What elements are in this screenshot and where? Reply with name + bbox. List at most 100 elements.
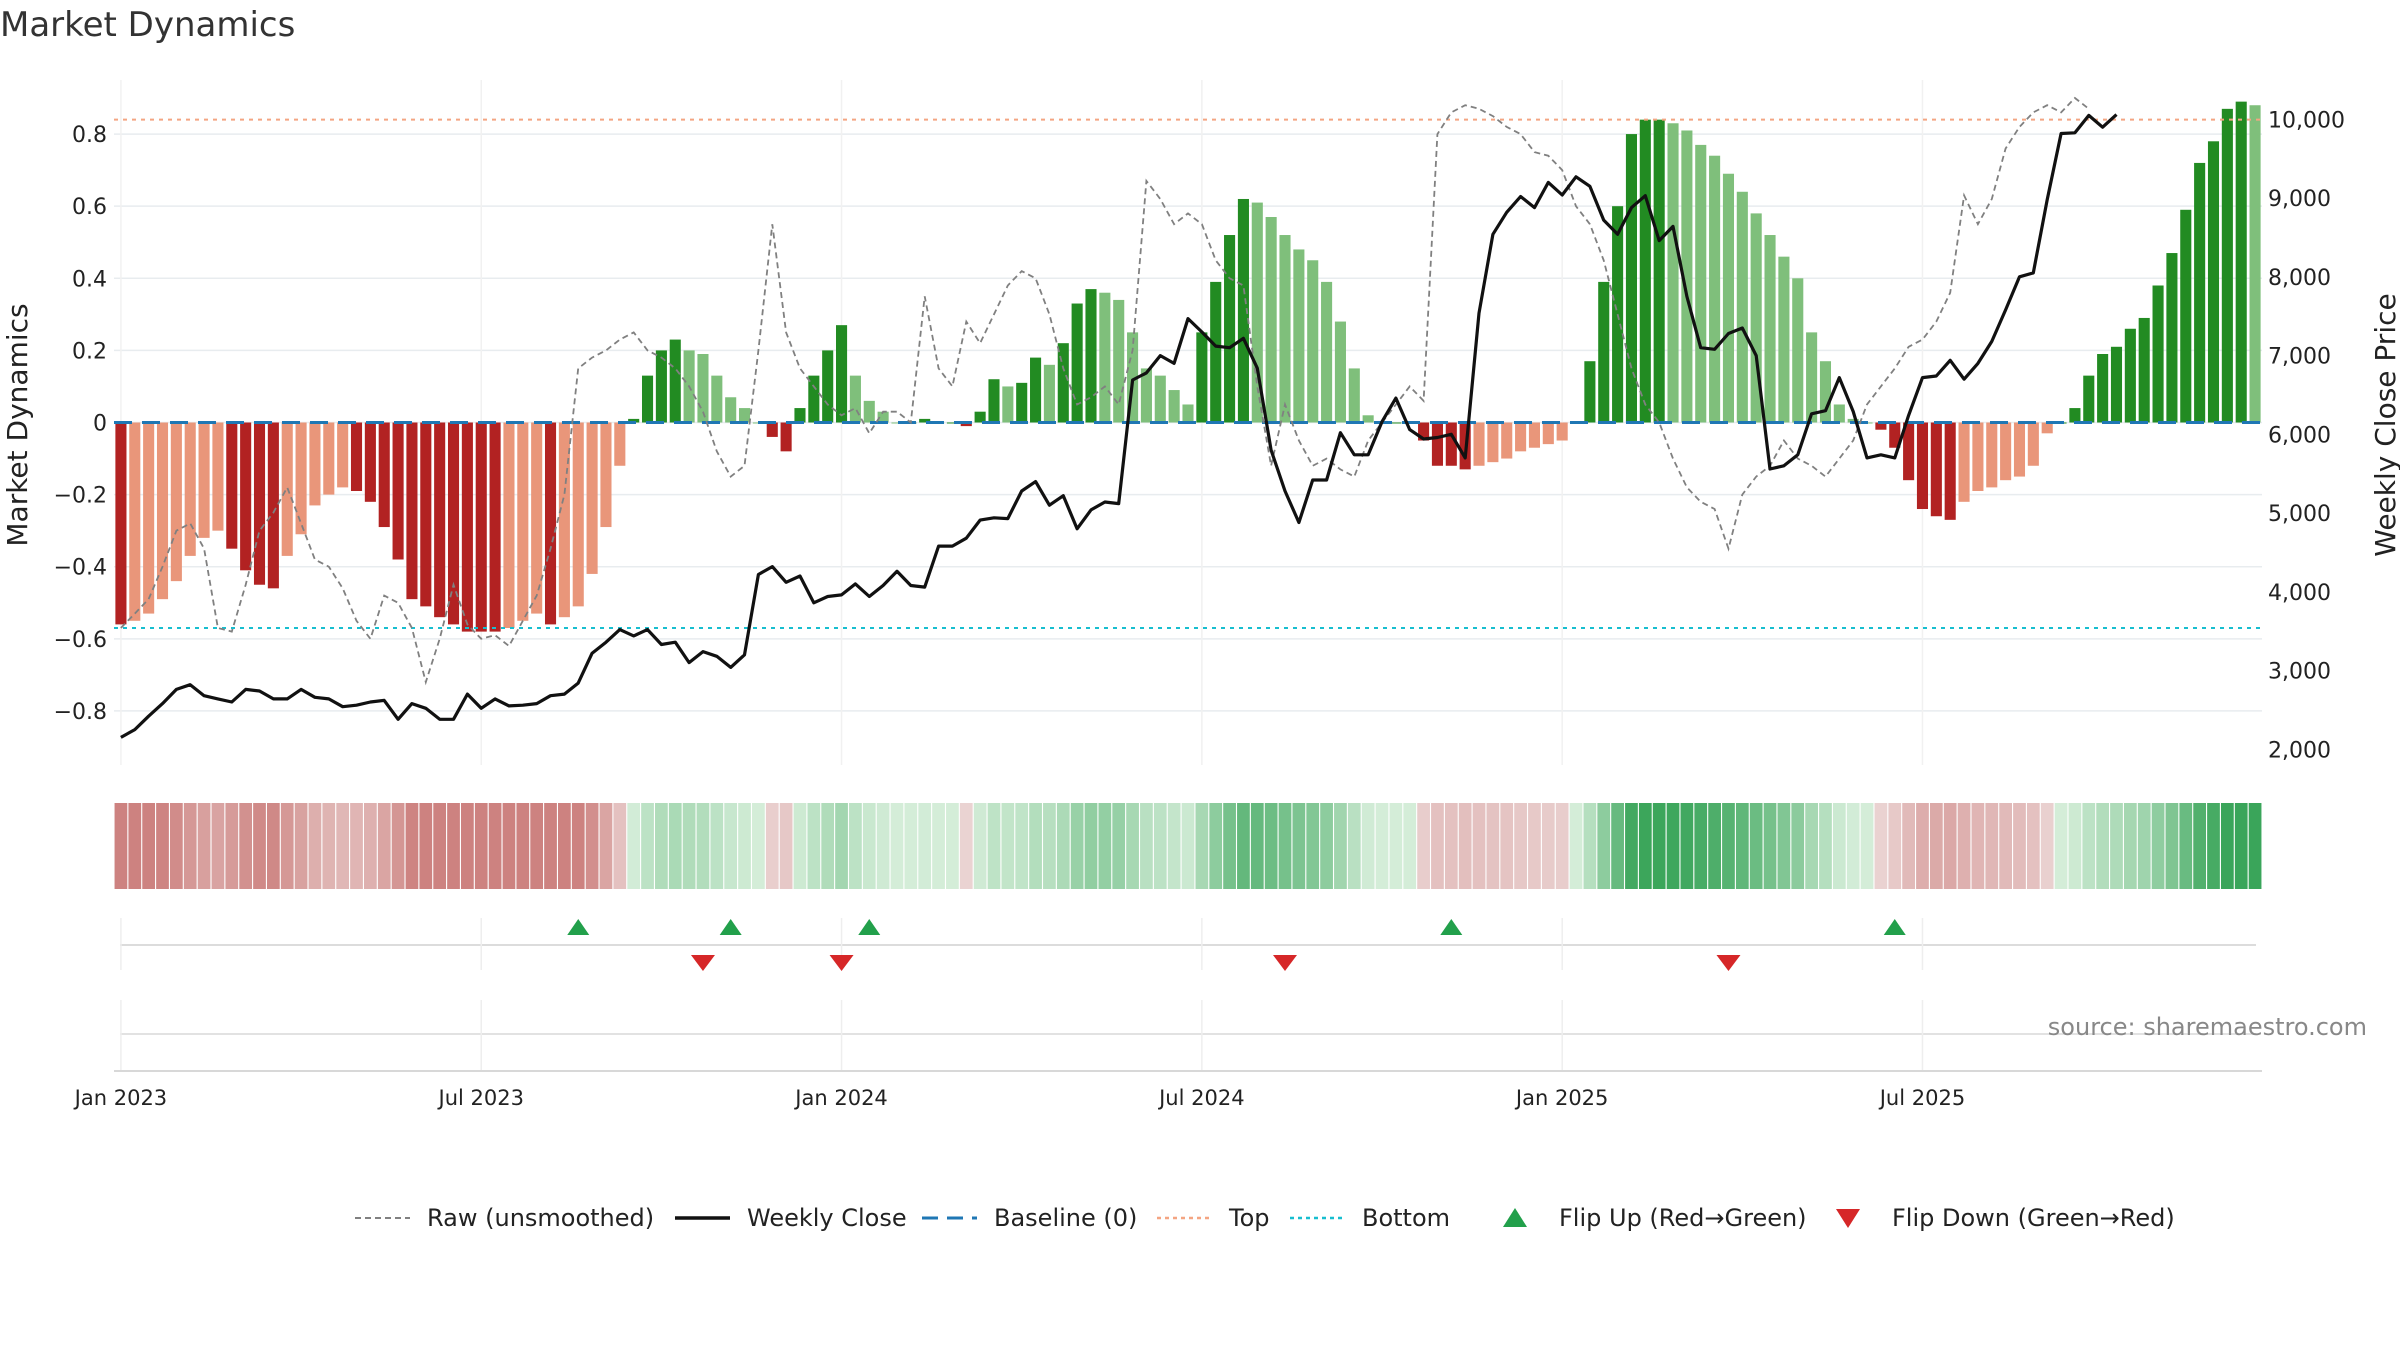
strip-cell <box>1971 803 1985 889</box>
strip-cell <box>350 803 363 889</box>
bar <box>434 422 446 618</box>
y-tick-label: −0.2 <box>54 484 107 509</box>
bar <box>1154 375 1166 423</box>
strip-cell <box>571 803 585 889</box>
flip-down-marker <box>829 955 854 971</box>
strip-cell <box>1957 803 1971 889</box>
strip-cell <box>1555 803 1569 889</box>
strip-cell <box>294 803 308 889</box>
strip-cell <box>1625 803 1638 889</box>
strip-cell <box>2207 803 2220 889</box>
strip-cell <box>1056 803 1070 889</box>
strip-cell <box>738 803 751 889</box>
strip-cell <box>419 803 433 889</box>
strip-cell <box>1486 803 1500 889</box>
bar <box>877 411 889 423</box>
bar <box>946 422 958 424</box>
strip-cell <box>1791 803 1805 889</box>
bar <box>1681 130 1693 423</box>
strip-cell <box>474 803 488 889</box>
y-tick-label: 0.4 <box>72 267 107 292</box>
strip-cell <box>1209 803 1223 889</box>
strip-cell <box>1223 803 1236 889</box>
strip-cell <box>1112 803 1126 889</box>
strip-cell <box>1167 803 1181 889</box>
bar <box>1833 404 1845 423</box>
x-tick-label: Jan 2023 <box>73 1086 168 1110</box>
strip-cell <box>599 803 613 889</box>
bar <box>1916 422 1929 510</box>
strip-cell <box>1444 803 1458 889</box>
bar <box>725 397 737 423</box>
strip-cell <box>1943 803 1957 889</box>
bar <box>960 422 972 427</box>
bar <box>669 339 681 423</box>
strip-cell <box>752 803 765 889</box>
bar <box>1307 260 1319 423</box>
bar <box>628 418 640 423</box>
reference-lines <box>114 118 2262 629</box>
bar <box>1140 368 1152 423</box>
flip-down-icon <box>1836 1209 1860 1228</box>
bar <box>1792 278 1804 423</box>
bar <box>794 408 806 423</box>
strip-cell <box>1140 803 1153 889</box>
bar <box>1321 281 1333 423</box>
y-tick-label: −0.8 <box>54 700 107 725</box>
y2-tick-label: 2,000 <box>2268 738 2331 763</box>
bar <box>808 375 820 423</box>
flip-down-marker <box>1716 955 1741 971</box>
bar <box>2166 253 2178 423</box>
strip-cell <box>377 803 391 889</box>
bar <box>1334 321 1346 423</box>
right-axis: 2,000 3,000 4,000 5,000 6,000 7,000 8,000 9,000… <box>2268 108 2345 763</box>
x-tick-label: Jul 2024 <box>1157 1086 1244 1110</box>
bar <box>641 375 654 423</box>
bar <box>2097 354 2109 423</box>
strip-cell <box>1902 803 1915 889</box>
strip-cell <box>613 803 627 889</box>
strip-cell <box>211 803 225 889</box>
strip-cell <box>932 803 945 889</box>
strip-cell <box>461 803 474 889</box>
y2-tick-label: 5,000 <box>2268 502 2331 527</box>
bar <box>226 422 238 549</box>
bar <box>1903 422 1915 481</box>
bar <box>309 422 321 506</box>
bar <box>1057 343 1069 423</box>
bar <box>1501 422 1513 459</box>
y-tick-label: 0 <box>93 412 107 437</box>
bar <box>1016 382 1028 423</box>
bar <box>1085 289 1097 423</box>
bar <box>1362 415 1374 423</box>
strip-cell <box>1264 803 1278 889</box>
strip-cell <box>2137 803 2151 889</box>
strip-cell <box>363 803 377 889</box>
strip-cell <box>1888 803 1902 889</box>
bar <box>240 422 252 571</box>
strip-cell <box>2193 803 2207 889</box>
legend: Raw (unsmoothed) Weekly Close Baseline (0)… <box>355 1204 2175 1232</box>
bar <box>849 375 861 423</box>
strip-cell <box>890 803 904 889</box>
raw-line <box>120 96 2090 686</box>
bar <box>2000 422 2012 481</box>
bar <box>1390 422 1402 424</box>
bar <box>572 422 584 607</box>
strip-cell <box>1500 803 1514 889</box>
bar <box>2180 209 2192 423</box>
bar <box>2083 375 2095 423</box>
x-tick-label: Jul 2025 <box>1878 1086 1965 1110</box>
strip-cell <box>1569 803 1583 889</box>
strip-cell <box>1514 803 1527 889</box>
bar <box>2235 101 2247 423</box>
legend-label: Weekly Close <box>747 1204 907 1232</box>
bar <box>1598 281 1610 423</box>
strip-cell <box>2054 803 2068 889</box>
strip-cell <box>1195 803 1209 889</box>
legend-label: Flip Up (Red→Green) <box>1559 1204 1807 1232</box>
legend-item-flip-up: Flip Up (Red→Green) <box>1503 1204 1807 1232</box>
bar <box>184 422 196 556</box>
strip-cell <box>1777 803 1791 889</box>
strip-cell <box>114 803 128 889</box>
